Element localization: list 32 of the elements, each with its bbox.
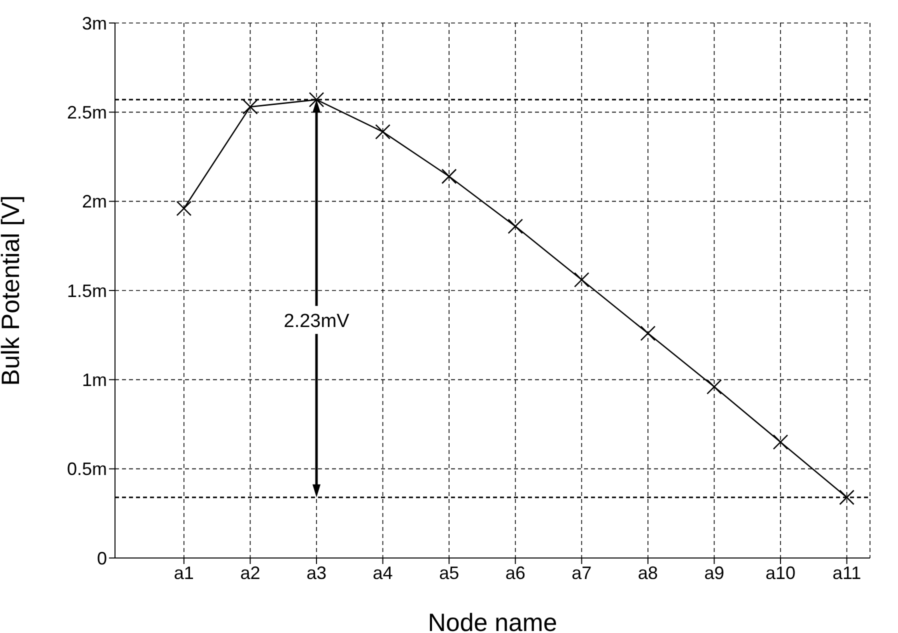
- annotation: 2.23mV: [284, 310, 350, 332]
- x-tick-label: a3: [306, 562, 327, 583]
- point: [574, 272, 590, 288]
- y-tick-label: 0: [96, 548, 107, 568]
- x-tick-label: a10: [765, 562, 796, 583]
- point: [839, 490, 854, 506]
- x-tick-label: a6: [505, 562, 526, 583]
- y-tick-label: 2m: [82, 192, 107, 212]
- x-tick-label: a7: [572, 562, 592, 583]
- x-tick-label: a5: [439, 562, 460, 583]
- point: [308, 92, 324, 108]
- y-tick-label: 1m: [82, 370, 107, 390]
- y-axis-title: Bulk Potential [V]: [0, 195, 25, 386]
- point: [706, 379, 722, 394]
- point: [375, 124, 390, 140]
- x-tick-label: a4: [372, 562, 393, 583]
- x-tick-label: a9: [704, 562, 724, 583]
- point: [640, 326, 656, 341]
- y-tick-label: 0.5m: [66, 459, 107, 480]
- point: [242, 99, 258, 114]
- point: [176, 200, 192, 216]
- x-axis-title: Node name: [428, 609, 558, 633]
- y-tick-label: 1.5m: [66, 280, 107, 301]
- x-tick-label: a1: [174, 562, 194, 583]
- point: [772, 434, 788, 450]
- point: [508, 218, 524, 234]
- x-tick-label: a11: [832, 562, 862, 583]
- point: [441, 168, 457, 184]
- x-tick-label: a8: [638, 562, 658, 583]
- y-tick-label: 2.5m: [66, 102, 107, 123]
- y-tick-label: 3m: [82, 13, 107, 34]
- x-tick-label: a2: [240, 562, 260, 583]
